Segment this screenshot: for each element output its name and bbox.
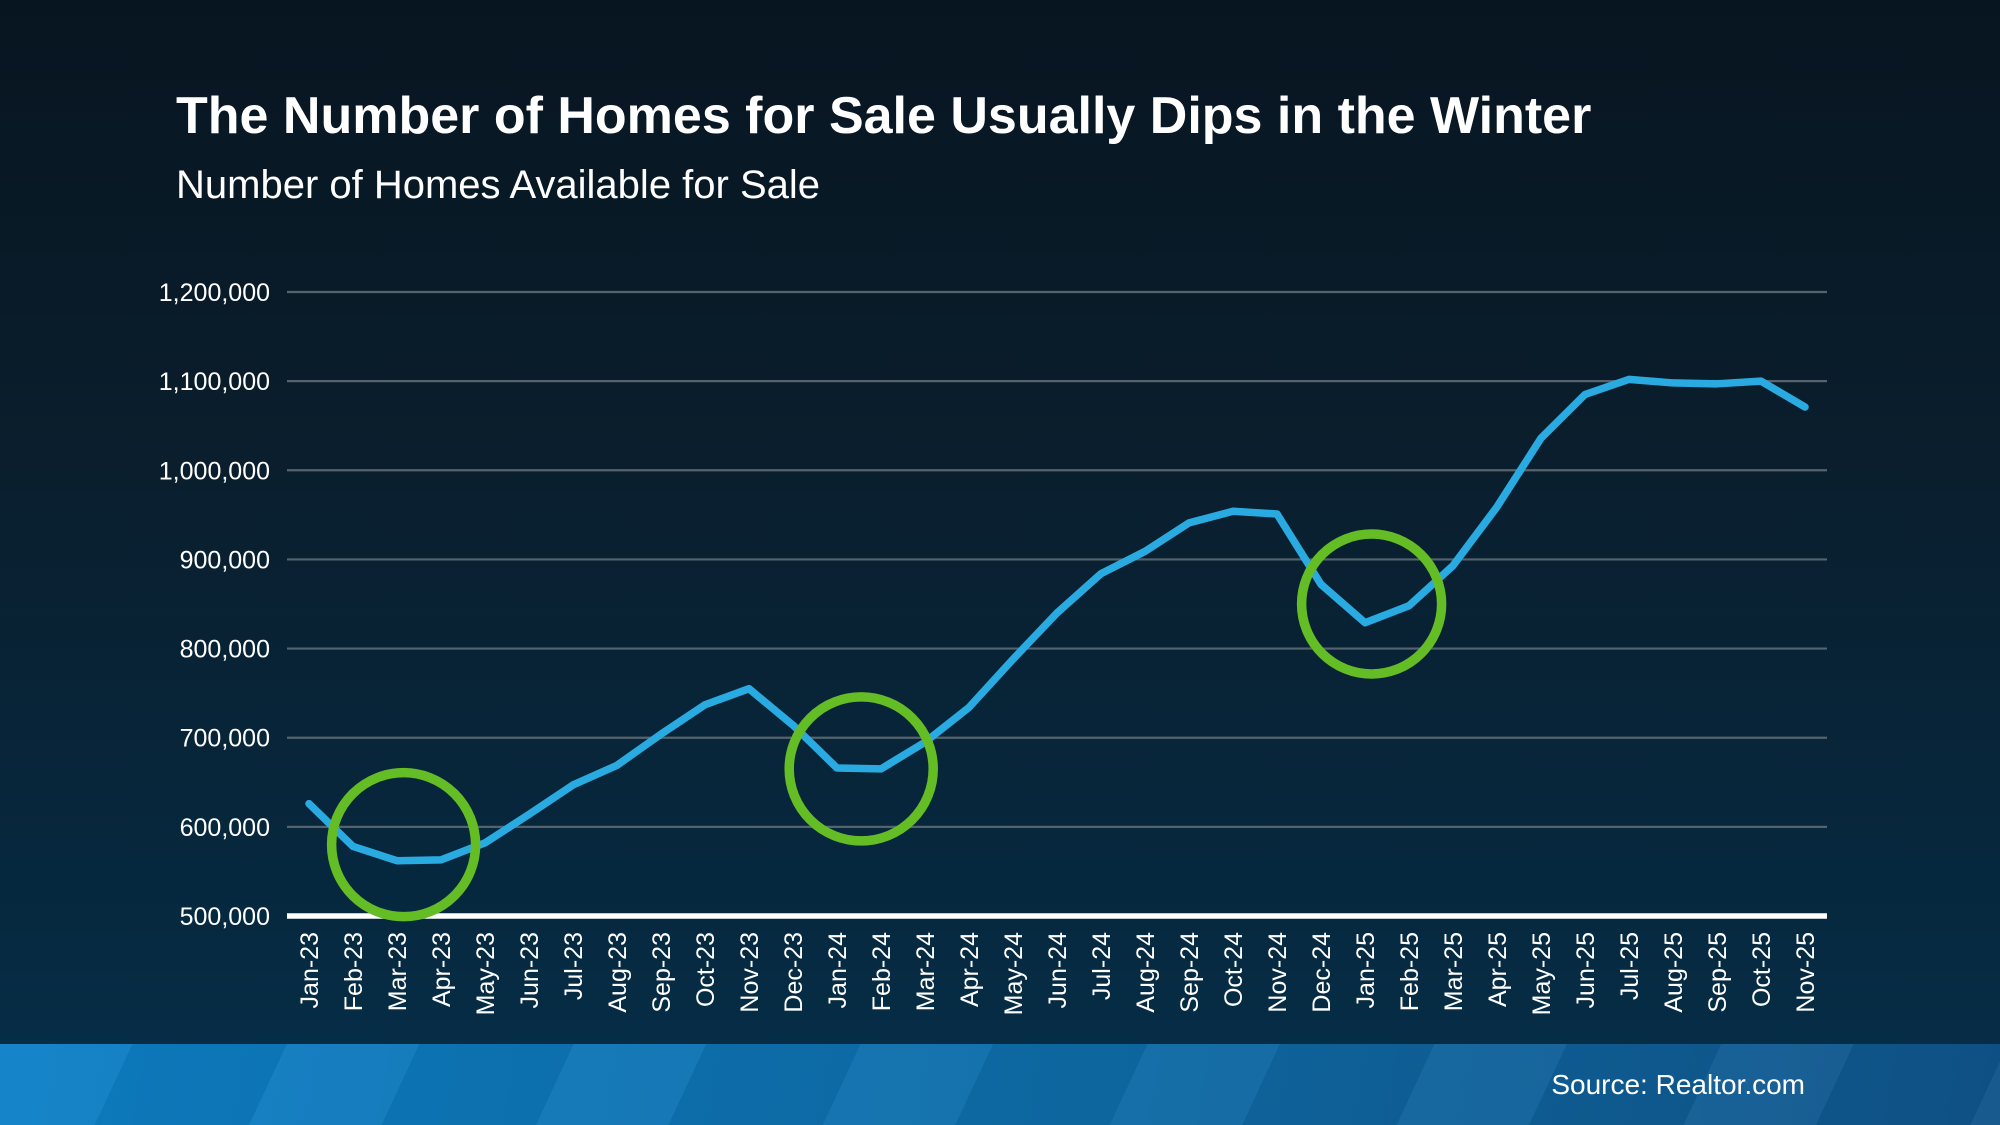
x-tick-label: Oct-24	[1220, 932, 1248, 1007]
y-tick-label: 600,000	[180, 814, 270, 842]
source-label: Source: Realtor.com	[1551, 1068, 1805, 1100]
x-tick-label: Jul-24	[1088, 932, 1116, 1000]
x-tick-label: Aug-25	[1660, 932, 1688, 1013]
y-tick-label: 1,200,000	[159, 279, 270, 307]
x-tick-label: Feb-24	[868, 932, 896, 1011]
x-tick-label: Apr-24	[956, 932, 984, 1007]
x-tick-label: Feb-23	[340, 932, 368, 1011]
x-tick-label: May-25	[1528, 932, 1556, 1015]
x-tick-label: Feb-25	[1396, 932, 1424, 1011]
x-tick-label: Sep-23	[648, 932, 676, 1013]
x-tick-label: Jul-23	[560, 932, 588, 1000]
x-tick-label: Mar-25	[1440, 932, 1468, 1011]
homes-for-sale-line	[305, 375, 1809, 865]
x-tick-label: Aug-23	[604, 932, 632, 1013]
x-tick-label: Apr-23	[428, 932, 456, 1007]
winter-dip-2024-circle	[784, 692, 938, 846]
x-tick-label: May-23	[472, 932, 500, 1015]
x-tick-label: Jun-25	[1572, 932, 1600, 1008]
y-tick-label: 1,100,000	[159, 368, 270, 396]
x-tick-label: Jan-23	[296, 932, 324, 1008]
x-tick-label: Sep-24	[1176, 932, 1204, 1013]
y-tick-label: 800,000	[180, 636, 270, 664]
x-tick-label: Nov-23	[736, 932, 764, 1013]
x-tick-label: Nov-25	[1792, 932, 1820, 1013]
x-tick-label: Jun-24	[1044, 932, 1072, 1009]
chart-subtitle: Number of Homes Available for Sale	[176, 163, 821, 207]
x-tick-label: Dec-24	[1308, 932, 1336, 1013]
y-tick-label: 500,000	[180, 903, 270, 931]
x-tick-label: Sep-25	[1704, 932, 1732, 1013]
x-tick-label: Nov-24	[1264, 932, 1292, 1013]
chart-title: The Number of Homes for Sale Usually Dip…	[176, 87, 1592, 145]
x-tick-label: Apr-25	[1484, 932, 1512, 1007]
x-tick-label: Mar-23	[384, 932, 412, 1011]
x-tick-label: Jun-23	[516, 932, 544, 1008]
x-tick-label: May-24	[1000, 932, 1028, 1015]
x-tick-label: Mar-24	[912, 932, 940, 1011]
x-tick-label: Dec-23	[780, 932, 808, 1013]
x-tick-label: Oct-25	[1748, 932, 1776, 1007]
y-tick-label: 700,000	[180, 725, 270, 753]
winter-dip-2023-circle	[326, 767, 481, 922]
y-tick-label: 900,000	[180, 546, 270, 574]
x-tick-label: Jan-24	[824, 932, 852, 1009]
y-tick-label: 1,000,000	[159, 457, 270, 485]
x-tick-label: Jan-25	[1352, 932, 1380, 1008]
x-tick-label: Oct-23	[692, 932, 720, 1007]
winter-dip-2025-circle	[1296, 529, 1447, 679]
x-tick-label: Jul-25	[1616, 932, 1644, 1000]
footer-bar: Source: Realtor.com	[0, 1044, 2000, 1125]
x-tick-label: Aug-24	[1132, 932, 1160, 1013]
